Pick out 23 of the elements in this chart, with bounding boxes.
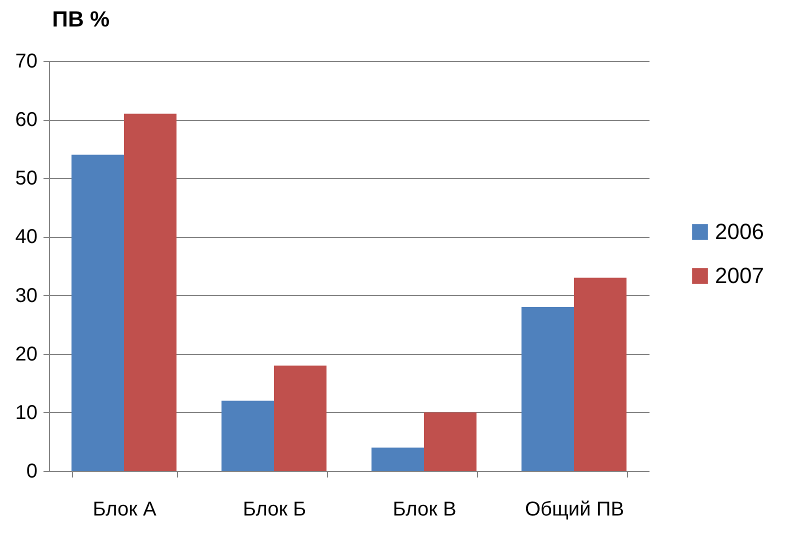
bar — [522, 307, 574, 471]
x-tick-label: Общий ПВ — [524, 498, 624, 520]
bar — [424, 412, 476, 471]
bar — [372, 448, 424, 471]
y-axis-title: ПВ % — [52, 6, 110, 32]
bar — [574, 278, 626, 471]
bar — [222, 400, 274, 471]
bar — [124, 114, 176, 471]
legend-label: 2006 — [715, 219, 764, 244]
bar — [72, 154, 124, 471]
y-tick-label: 60 — [15, 109, 38, 132]
y-tick-label: 50 — [15, 168, 38, 190]
x-tick-label: Блок Б — [242, 498, 306, 520]
x-tick-label: Блок А — [92, 498, 157, 520]
y-tick-label: 10 — [15, 402, 38, 424]
y-tick-label: 30 — [15, 284, 38, 307]
y-tick-label: 40 — [15, 226, 38, 248]
legend-label: 2007 — [715, 263, 764, 288]
x-tick-label: Блок В — [392, 498, 456, 520]
bar — [274, 366, 326, 471]
y-tick-label: 20 — [15, 343, 38, 366]
y-tick-label: 70 — [15, 50, 38, 72]
y-tick-label: 0 — [26, 460, 38, 482]
